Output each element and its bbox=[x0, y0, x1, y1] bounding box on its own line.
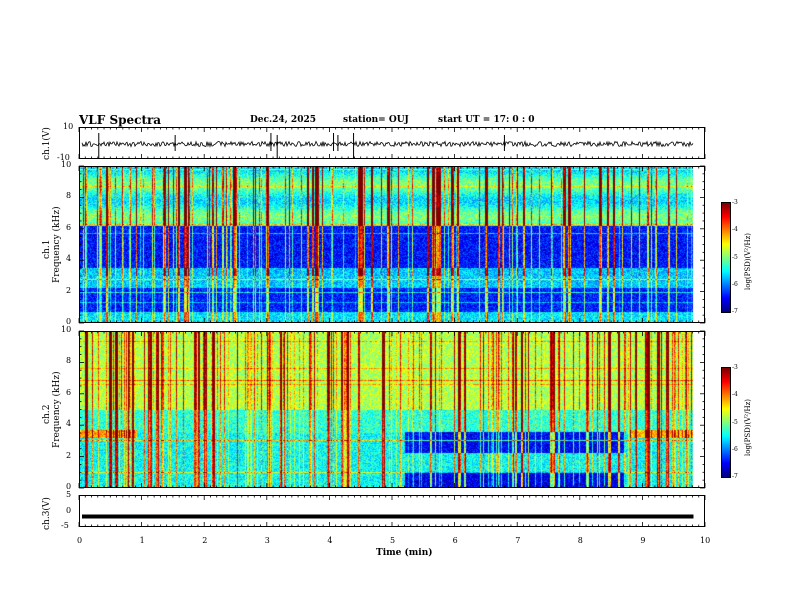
xaxis-tick-label: 5 bbox=[390, 536, 396, 545]
spectrogram-ytick-label: 2 bbox=[66, 450, 72, 460]
spectrogram-ytick-label: 0 bbox=[66, 317, 72, 326]
xaxis-tick-label: 7 bbox=[515, 536, 521, 545]
chart-title: VLF Spectra bbox=[79, 113, 162, 127]
spectrogram-ytick-label: 6 bbox=[66, 222, 72, 232]
ch1-colorbar bbox=[721, 202, 731, 313]
start-time-label: start UT = 17: 0 : 0 bbox=[438, 115, 535, 125]
xaxis-tick-label: 3 bbox=[264, 536, 270, 545]
colorbar-tick-label: -4 bbox=[732, 226, 738, 234]
ch2-spec-ylabel-line2: Frequency (kHz) bbox=[52, 371, 62, 448]
ch1-colorbar-title: log(PSD)(V²/Hz) bbox=[744, 233, 752, 290]
xaxis-tick-label: 9 bbox=[640, 536, 646, 545]
xaxis-tick-label: 2 bbox=[202, 536, 208, 545]
ch1-ytick-bottom: -10 bbox=[57, 153, 70, 162]
ch3-ytick-mid: 0 bbox=[66, 506, 72, 515]
xaxis-tick-label: 10 bbox=[700, 536, 711, 545]
xaxis-tick-label: 8 bbox=[577, 536, 583, 545]
ch3-ytick-top: 5 bbox=[66, 490, 72, 499]
ch1-spec-ylabel-line2: Frequency (kHz) bbox=[52, 206, 62, 283]
ch1-spectrogram-heatmap bbox=[80, 167, 704, 322]
ch1-ytick-top: 10 bbox=[63, 122, 74, 131]
xaxis-tick-label: 1 bbox=[139, 536, 145, 545]
ch3-waveform-ylabel: ch.3(V) bbox=[42, 497, 52, 530]
colorbar-tick-label: -3 bbox=[732, 199, 738, 206]
xaxis-label: Time (min) bbox=[376, 548, 433, 558]
xaxis-tick-label: 6 bbox=[452, 536, 458, 545]
colorbar-tick-label: -6 bbox=[732, 280, 738, 288]
colorbar-tick-label: -5 bbox=[732, 253, 738, 261]
spectrogram-ytick-label: 6 bbox=[66, 387, 72, 397]
colorbar-tick-label: -6 bbox=[732, 445, 738, 453]
colorbar-tick-label: -7 bbox=[732, 473, 738, 480]
spectrogram-ytick-label: 0 bbox=[66, 482, 72, 491]
ch2-spectrogram-heatmap bbox=[80, 332, 704, 487]
ch2-colorbar bbox=[721, 367, 731, 478]
colorbar-tick-label: -4 bbox=[732, 391, 738, 399]
colorbar-tick-label: -7 bbox=[732, 308, 738, 315]
spectrogram-ytick-label: 8 bbox=[66, 191, 72, 201]
ch2-colorbar-title: log(PSD)(V²/Hz) bbox=[744, 399, 752, 456]
ch3-waveform-plot bbox=[82, 514, 694, 519]
ch1-waveform-plot bbox=[81, 133, 694, 158]
ch1-spec-ylabel-line1: ch.1 bbox=[42, 239, 52, 259]
spectrogram-ytick-label: 10 bbox=[61, 160, 72, 169]
ch2-spec-ylabel-line1: ch.2 bbox=[42, 404, 52, 424]
xaxis-tick-label: 4 bbox=[327, 536, 333, 545]
spectrogram-ytick-label: 10 bbox=[61, 325, 72, 334]
spectrogram-ytick-label: 8 bbox=[66, 356, 72, 366]
spectrogram-ytick-label: 2 bbox=[66, 285, 72, 295]
ch1-waveform-ylabel: ch.1(V) bbox=[42, 127, 52, 160]
spectrogram-ytick-label: 4 bbox=[66, 419, 72, 429]
xaxis-tick-label: 0 bbox=[77, 536, 83, 545]
colorbar-tick-label: -3 bbox=[732, 364, 738, 371]
station-label: station= OUJ bbox=[343, 115, 409, 125]
colorbar-tick-label: -5 bbox=[732, 418, 738, 426]
spectrogram-ytick-label: 4 bbox=[66, 254, 72, 264]
ch3-ytick-bottom: -5 bbox=[61, 521, 69, 530]
ch1-waveform-line bbox=[81, 140, 694, 148]
date-label: Dec.24, 2025 bbox=[250, 115, 316, 125]
